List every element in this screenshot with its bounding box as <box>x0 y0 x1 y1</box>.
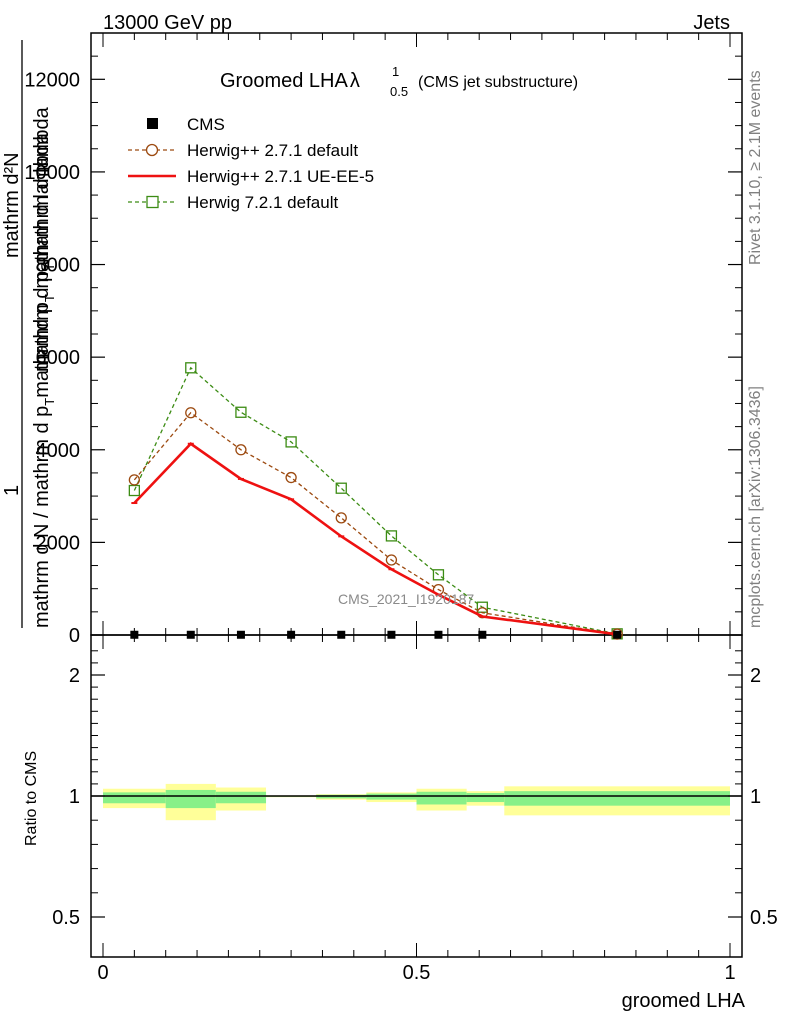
cms-data-point <box>130 630 139 639</box>
herwigpp-default-point <box>285 471 297 484</box>
main-y-tick-label: 4000 <box>36 440 81 462</box>
herwigpp-default-point <box>185 407 197 419</box>
main-ylabel: mathrm d²N mathrm d pTmathrm d lambda 1 … <box>1 40 57 628</box>
main-y-tick-label: 2000 <box>36 532 81 554</box>
cms-data-point <box>186 630 195 639</box>
ratio-inner-band-bin <box>504 791 730 806</box>
chart-title-sub: 0.5 <box>390 84 408 99</box>
x-tick-label: 0 <box>97 962 108 984</box>
main-y-tick-label: 0 <box>69 625 80 647</box>
chart-title-symbol: λ <box>350 70 360 92</box>
main-y-tick-label: 8000 <box>36 255 81 277</box>
legend-label: CMS <box>187 115 225 134</box>
ratio-inner-band-bin <box>165 789 216 809</box>
legend-item: Herwig 7.2.1 default <box>128 193 338 212</box>
mcplots-label: mcplots.cern.ch [arXiv:1306.3436] <box>747 386 764 628</box>
ylabel-mid: mathrm d pTmathrm d lambda <box>31 106 57 372</box>
ylabel-one: 1 <box>1 485 23 496</box>
x-tick-label: 0.5 <box>403 962 431 984</box>
ratio-inner-band-bin <box>215 791 267 804</box>
header-energy-label: 13000 GeV pp <box>103 12 232 34</box>
herwigpp-default-point <box>385 554 398 566</box>
ratio-ylabel: Ratio to CMS <box>23 751 40 846</box>
main-series-group <box>128 362 623 640</box>
legend-item: CMS <box>147 115 225 134</box>
ratio-y-tick-label-right: 2 <box>750 665 761 687</box>
cms-data-point <box>337 630 346 639</box>
chart-title-main: Groomed LHA <box>220 70 348 92</box>
herwig7-default-point <box>235 406 247 418</box>
herwig7-default-point <box>335 482 347 494</box>
legend-item: Herwig++ 2.7.1 default <box>128 141 358 160</box>
cms-data-point <box>613 630 622 639</box>
legend-square-marker <box>146 195 159 209</box>
legend-cms-marker <box>147 118 158 129</box>
ratio-y-tick-label: 0.5 <box>52 907 80 929</box>
herwigpp-default-point <box>335 512 347 524</box>
herwig7-default-point <box>432 569 445 581</box>
chart-title-sup: 1 <box>392 64 399 79</box>
series-line-herwig-7-2-1-default <box>133 366 618 635</box>
herwig7-default-point <box>385 530 398 542</box>
herwig7-default-point <box>185 362 197 374</box>
x-axis-label: groomed LHA <box>622 990 746 1012</box>
ratio-y-tick-label: 2 <box>69 665 80 687</box>
legend-label: Herwig++ 2.7.1 UE-EE-5 <box>187 167 374 186</box>
header-jets-label: Jets <box>693 12 730 34</box>
cms-data-point <box>236 630 245 639</box>
chart-title: Groomed LHA λ <box>220 70 360 92</box>
main-axis-ticks: 0 2000 4000 6000 8000 10000 12000 <box>24 32 742 647</box>
main-y-tick-label: 12000 <box>24 69 80 91</box>
ratio-inner-band-bin <box>466 792 505 803</box>
chart-subtitle: (CMS jet substructure) <box>418 74 578 91</box>
legend-item: Herwig++ 2.7.1 UE-EE-5 <box>128 167 374 186</box>
herwig7-default-point <box>128 484 141 497</box>
ratio-axis-ticks: 0.5 0.5 1 1 2 2 0 0.5 1 <box>52 635 778 984</box>
rivet-version-label: Rivet 3.1.10, ≥ 2.1M events <box>747 70 764 265</box>
herwig7-default-point <box>285 436 297 448</box>
legend-label: Herwig 7.2.1 default <box>187 193 338 212</box>
analysis-watermark: CMS_2021_I1920187 <box>338 591 474 607</box>
cms-data-point <box>387 630 396 639</box>
ylabel-num: mathrm d²N <box>1 152 23 258</box>
legend: CMS Herwig++ 2.7.1 default Herwig++ 2.7.1 … <box>128 115 374 212</box>
herwigpp-default-point <box>235 444 247 456</box>
ratio-y-tick-label: 1 <box>69 786 80 808</box>
cms-data-point <box>434 630 443 639</box>
legend-circle-marker <box>145 143 159 157</box>
herwigpp-default-point <box>128 474 141 486</box>
main-y-tick-label: 6000 <box>36 347 81 369</box>
ratio-y-tick-label-right: 0.5 <box>750 907 778 929</box>
ratio-inner-band-bin <box>103 792 166 804</box>
ratio-inner-band-bin <box>416 791 467 805</box>
series-line-herwig-2-7-1-default <box>133 411 618 635</box>
x-tick-label: 1 <box>724 962 735 984</box>
ylabel-den: mathrm d N / mathrm d pTmathrmd pT mathr… <box>31 132 57 628</box>
ratio-bands <box>103 783 730 821</box>
ratio-y-tick-label-right: 1 <box>750 786 761 808</box>
cms-data-point <box>478 630 487 639</box>
main-y-tick-label: 10000 <box>24 162 80 184</box>
legend-label: Herwig++ 2.7.1 default <box>187 141 358 160</box>
cms-data-point <box>287 630 296 639</box>
